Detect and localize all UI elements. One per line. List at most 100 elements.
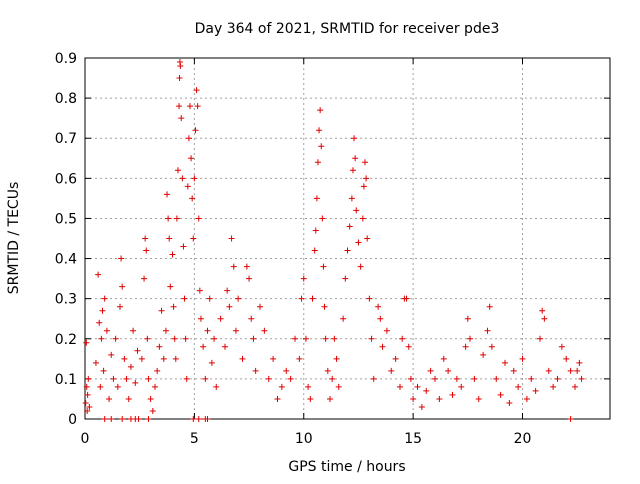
data-point: [528, 375, 535, 382]
data-point: [445, 367, 452, 374]
y-tick-label: 0.3: [55, 292, 77, 308]
data-point: [352, 155, 359, 162]
data-point: [86, 403, 93, 410]
data-point: [550, 383, 557, 390]
data-point: [399, 335, 406, 342]
data-point: [418, 403, 425, 410]
data-point: [170, 303, 177, 310]
data-point: [173, 215, 180, 222]
data-point: [176, 75, 183, 82]
x-tick-label: 15: [404, 431, 422, 447]
data-point: [189, 195, 196, 202]
data-point: [172, 355, 179, 362]
data-point: [192, 127, 199, 134]
data-point: [195, 215, 202, 222]
data-point: [232, 327, 239, 334]
grid: [85, 58, 610, 419]
data-point: [194, 103, 201, 110]
data-point: [110, 375, 117, 382]
data-point: [319, 215, 326, 222]
x-tick-label: 10: [295, 431, 313, 447]
data-point: [160, 355, 167, 362]
data-point: [141, 275, 148, 282]
data-point: [103, 327, 110, 334]
data-point: [250, 335, 257, 342]
data-point: [147, 395, 154, 402]
data-point: [143, 247, 150, 254]
data-point: [351, 135, 358, 142]
data-point: [453, 375, 460, 382]
data-point: [471, 375, 478, 382]
y-tick-label: 0.7: [55, 131, 77, 147]
data-point: [576, 359, 583, 366]
data-point: [190, 235, 197, 242]
data-point: [171, 335, 178, 342]
y-tick-label: 0: [68, 412, 77, 428]
x-tick-label: 20: [514, 431, 532, 447]
data-point: [180, 243, 187, 250]
data-point: [184, 183, 191, 190]
x-axis-label: GPS time / hours: [288, 459, 405, 475]
data-point: [196, 287, 203, 294]
data-point: [340, 315, 347, 322]
data-point: [331, 335, 338, 342]
data-point: [228, 235, 235, 242]
data-point: [493, 375, 500, 382]
data-point: [321, 303, 328, 310]
data-point: [154, 367, 161, 374]
data-point: [84, 391, 91, 398]
data-point: [83, 339, 90, 346]
data-point: [515, 383, 522, 390]
data-point: [235, 295, 242, 302]
data-point: [519, 355, 526, 362]
data-point: [364, 235, 371, 242]
data-point: [204, 416, 211, 422]
data-point: [467, 335, 473, 342]
data-point: [125, 395, 132, 402]
data-point: [362, 159, 368, 166]
data-point: [224, 287, 231, 294]
data-point: [252, 367, 259, 374]
data-point: [135, 416, 142, 422]
data-point: [127, 363, 134, 370]
data-point: [342, 275, 349, 282]
y-tick-label: 0.1: [55, 372, 77, 388]
data-point: [138, 355, 145, 362]
data-point: [410, 395, 417, 402]
data-point: [320, 263, 327, 270]
data-point: [190, 416, 197, 422]
data-point: [322, 335, 329, 342]
data-point: [83, 383, 90, 390]
data-point: [432, 375, 438, 382]
data-point: [572, 383, 578, 390]
data-point: [230, 263, 237, 270]
data-point: [200, 343, 207, 350]
data-point: [204, 327, 211, 334]
data-point: [363, 175, 370, 182]
y-tick-label: 0.4: [55, 252, 77, 268]
data-point: [302, 335, 309, 342]
data-point: [118, 255, 125, 262]
data-point: [174, 167, 181, 174]
y-tick-label: 0.6: [55, 171, 77, 187]
data-point: [167, 283, 174, 290]
data-points: [82, 59, 585, 422]
data-point: [359, 215, 366, 222]
y-tick-label: 0.8: [55, 91, 77, 107]
data-point: [261, 327, 268, 334]
data-point: [497, 391, 504, 398]
data-point: [101, 416, 108, 422]
data-point: [462, 343, 469, 350]
data-point: [117, 303, 123, 310]
data-point: [574, 367, 581, 374]
data-point: [206, 295, 213, 302]
data-point: [449, 391, 456, 398]
data-point: [182, 335, 189, 342]
data-point: [532, 387, 539, 394]
data-point: [92, 359, 99, 366]
data-point: [101, 295, 108, 302]
data-point: [486, 303, 493, 310]
data-point: [355, 239, 362, 246]
data-point: [567, 367, 574, 374]
